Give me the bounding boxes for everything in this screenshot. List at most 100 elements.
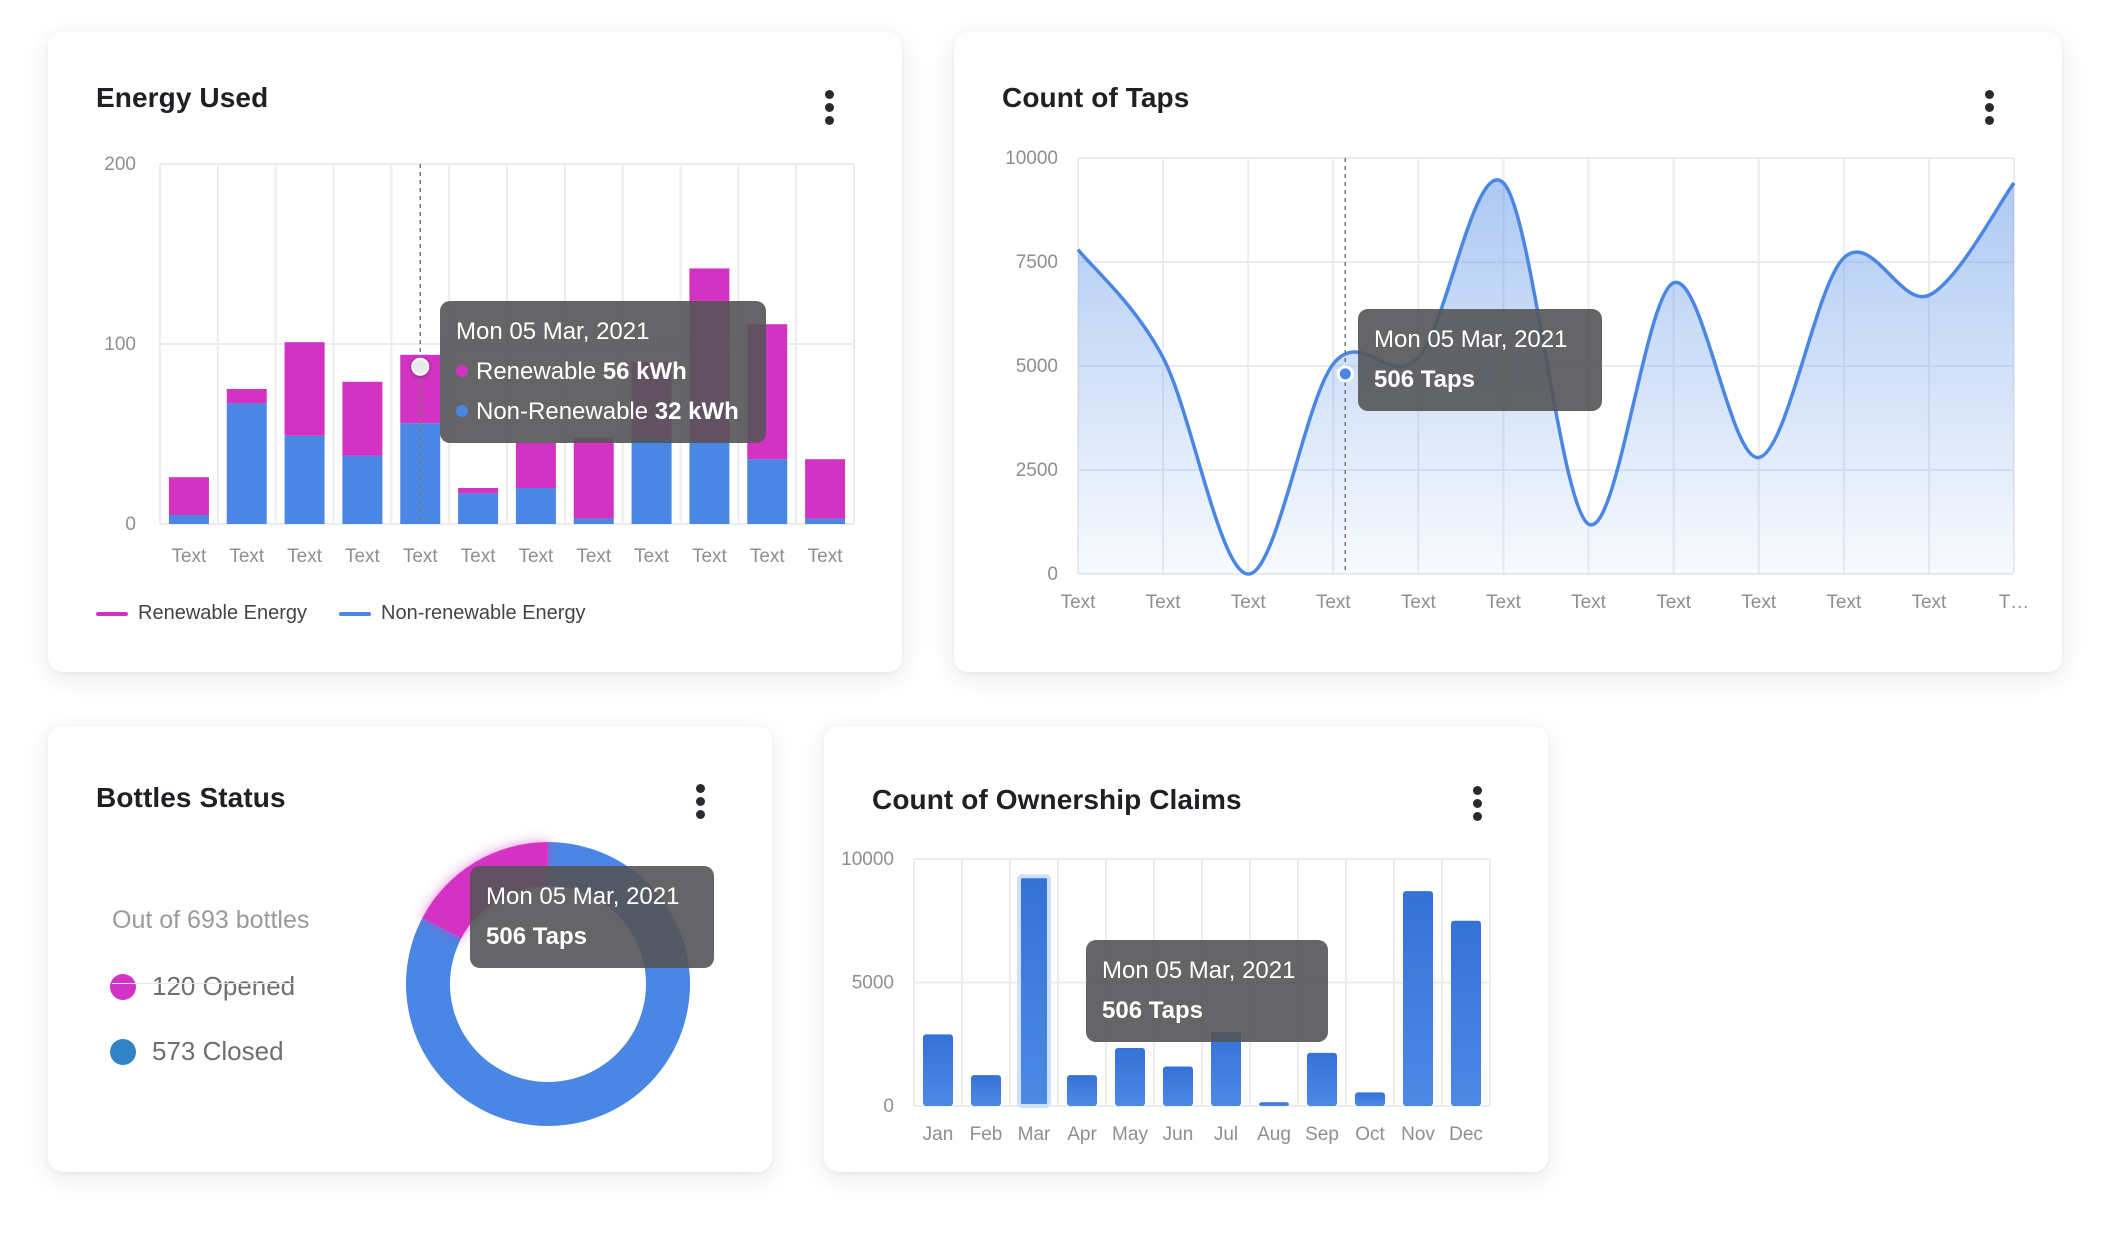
- energy-bar-renewable-3: [342, 381, 383, 456]
- energy-x-tick-0: Text: [171, 546, 207, 567]
- energy-bar-non-renewable-0: [168, 515, 209, 524]
- taps-x-tick-7: Text: [1656, 592, 1692, 613]
- energy-tooltip-renewable: Renewable 56 kWh: [456, 352, 750, 392]
- energy-x-tick-5: Text: [461, 546, 497, 567]
- energy-bar-renewable-1: [226, 389, 267, 404]
- claims-x-tick-11: Dec: [1449, 1124, 1483, 1145]
- energy-used-card: Energy Used 0 100 200 Text Text Text Text Text T…: [48, 32, 902, 672]
- taps-x-tick-5: Text: [1486, 592, 1522, 613]
- claims-tooltip: Mon 05 Mar, 2021 506 Taps: [1086, 940, 1328, 1042]
- energy-bar-non-renewable-9: [689, 441, 730, 524]
- taps-y-tick-2: 5000: [1016, 356, 1058, 377]
- legend-non-renewable-label: Non-renewable Energy: [381, 602, 586, 624]
- energy-x-tick-4: Text: [403, 546, 439, 567]
- donut-slice-closed: [406, 842, 690, 1126]
- taps-x-tick-2: Text: [1231, 592, 1267, 613]
- legend-renewable-label: Renewable Energy: [138, 602, 307, 624]
- legend-non-renewable[interactable]: Non-renewable Energy: [339, 602, 586, 625]
- energy-tooltip-renewable-value: 56 kWh: [602, 358, 687, 385]
- taps-x-tick-6: Text: [1571, 592, 1607, 613]
- taps-tooltip-value-text: 506 Taps: [1374, 366, 1475, 393]
- bottles-opened-label: 120 Opened: [152, 971, 296, 1001]
- taps-y-tick-4: 10000: [1005, 148, 1058, 169]
- energy-x-tick-6: Text: [518, 546, 554, 567]
- energy-used-title: Energy Used: [96, 82, 269, 113]
- taps-x-tick-10: Text: [1911, 592, 1947, 613]
- taps-tooltip: Mon 05 Mar, 2021 506 Taps: [1358, 309, 1602, 411]
- claims-x-tick-2: Mar: [1018, 1124, 1051, 1145]
- energy-x-tick-8: Text: [634, 546, 670, 567]
- claims-bar-11: [1451, 920, 1481, 1106]
- taps-tooltip-date: Mon 05 Mar, 2021: [1374, 326, 1568, 353]
- bottles-status-card: Bottles Status Out of 693 bottles 120 Op…: [48, 726, 772, 1172]
- energy-tooltip-non-renewable-label: Non-Renewable: [476, 398, 649, 425]
- claims-menu-icon[interactable]: [1466, 784, 1490, 824]
- energy-bar-non-renewable-8: [631, 437, 672, 524]
- bottles-closed-item: 573 Closed: [110, 1036, 284, 1067]
- taps-tooltip-value: 506 Taps: [1374, 360, 1586, 400]
- energy-tooltip-date: Mon 05 Mar, 2021: [456, 318, 650, 345]
- bottles-opened-item: 120 Opened: [110, 971, 295, 1002]
- ownership-claims-title: Count of Ownership Claims: [872, 784, 1242, 815]
- taps-x-tick-4: Text: [1401, 592, 1437, 613]
- energy-bar-non-renewable-5: [458, 493, 499, 524]
- bottles-tooltip-value-text: 506 Taps: [486, 923, 587, 950]
- energy-bar-non-renewable-10: [747, 459, 788, 524]
- energy-bar-renewable-0: [168, 477, 209, 515]
- closed-dot-icon: [110, 1038, 136, 1065]
- claims-tooltip-value-text: 506 Taps: [1102, 997, 1203, 1024]
- bottles-tooltip-value: 506 Taps: [486, 917, 698, 957]
- claims-x-tick-9: Oct: [1355, 1124, 1385, 1145]
- energy-tooltip-renewable-label: Renewable: [476, 358, 597, 385]
- energy-x-tick-9: Text: [692, 546, 728, 567]
- renewable-dot-icon: [456, 364, 468, 377]
- claims-x-tick-6: Jul: [1214, 1124, 1238, 1145]
- claims-x-tick-4: May: [1112, 1124, 1148, 1145]
- claims-tooltip-value: 506 Taps: [1102, 991, 1312, 1031]
- claims-x-tick-5: Jun: [1163, 1124, 1194, 1145]
- claims-bar-3: [1067, 1075, 1097, 1106]
- claims-bar-8: [1307, 1052, 1337, 1106]
- taps-x-tick-11: T…: [1999, 592, 2030, 613]
- legend-renewable[interactable]: Renewable Energy: [96, 602, 307, 625]
- taps-y-tick-1: 2500: [1016, 460, 1058, 481]
- energy-tooltip-non-renewable-value: 32 kWh: [654, 398, 739, 425]
- energy-bar-non-renewable-1: [226, 403, 267, 524]
- energy-bar-non-renewable-7: [573, 518, 614, 524]
- claims-bar-9: [1355, 1092, 1385, 1106]
- claims-bar-5: [1163, 1066, 1193, 1106]
- taps-x-tick-9: Text: [1826, 592, 1862, 613]
- claims-tooltip-date: Mon 05 Mar, 2021: [1102, 957, 1296, 984]
- claims-bar-2: [1017, 874, 1051, 1108]
- energy-bar-renewable-6: [515, 443, 556, 488]
- taps-x-tick-1: Text: [1146, 592, 1182, 613]
- claims-bar-10: [1403, 891, 1433, 1106]
- count-of-taps-title: Count of Taps: [1002, 82, 1190, 113]
- energy-y-tick-1: 100: [104, 334, 136, 355]
- energy-bar-non-renewable-3: [342, 455, 383, 524]
- energy-bar-renewable-11: [805, 459, 846, 519]
- claims-y-tick-1: 5000: [852, 973, 894, 994]
- claims-y-tick-0: 0: [883, 1096, 894, 1117]
- energy-x-tick-11: Text: [808, 546, 844, 567]
- claims-bar-1: [971, 1075, 1001, 1106]
- taps-x-tick-3: Text: [1316, 592, 1352, 613]
- claims-x-tick-3: Apr: [1067, 1124, 1097, 1145]
- legend-renewable-swatch: [96, 611, 128, 616]
- energy-menu-icon[interactable]: [818, 88, 842, 128]
- taps-hover-point: [1336, 365, 1354, 383]
- bottles-tooltip-date: Mon 05 Mar, 2021: [486, 883, 680, 910]
- bottles-menu-icon[interactable]: [689, 782, 713, 822]
- legend-non-renewable-swatch: [339, 611, 371, 616]
- energy-bar-renewable-7: [573, 437, 614, 519]
- energy-x-tick-7: Text: [576, 546, 612, 567]
- claims-x-tick-1: Feb: [970, 1124, 1003, 1145]
- energy-x-tick-2: Text: [287, 546, 323, 567]
- claims-x-tick-10: Nov: [1401, 1124, 1435, 1145]
- bottles-divider: [112, 983, 294, 984]
- bottles-subtitle: Out of 693 bottles: [112, 906, 310, 934]
- claims-chart: 0 5000 10000 Jan Feb Mar Apr May Jun Jul Aug Sep Oct…: [841, 849, 1491, 1145]
- claims-bar-6: [1211, 1031, 1241, 1106]
- taps-menu-icon[interactable]: [1978, 88, 2002, 128]
- claims-x-tick-7: Aug: [1257, 1124, 1291, 1145]
